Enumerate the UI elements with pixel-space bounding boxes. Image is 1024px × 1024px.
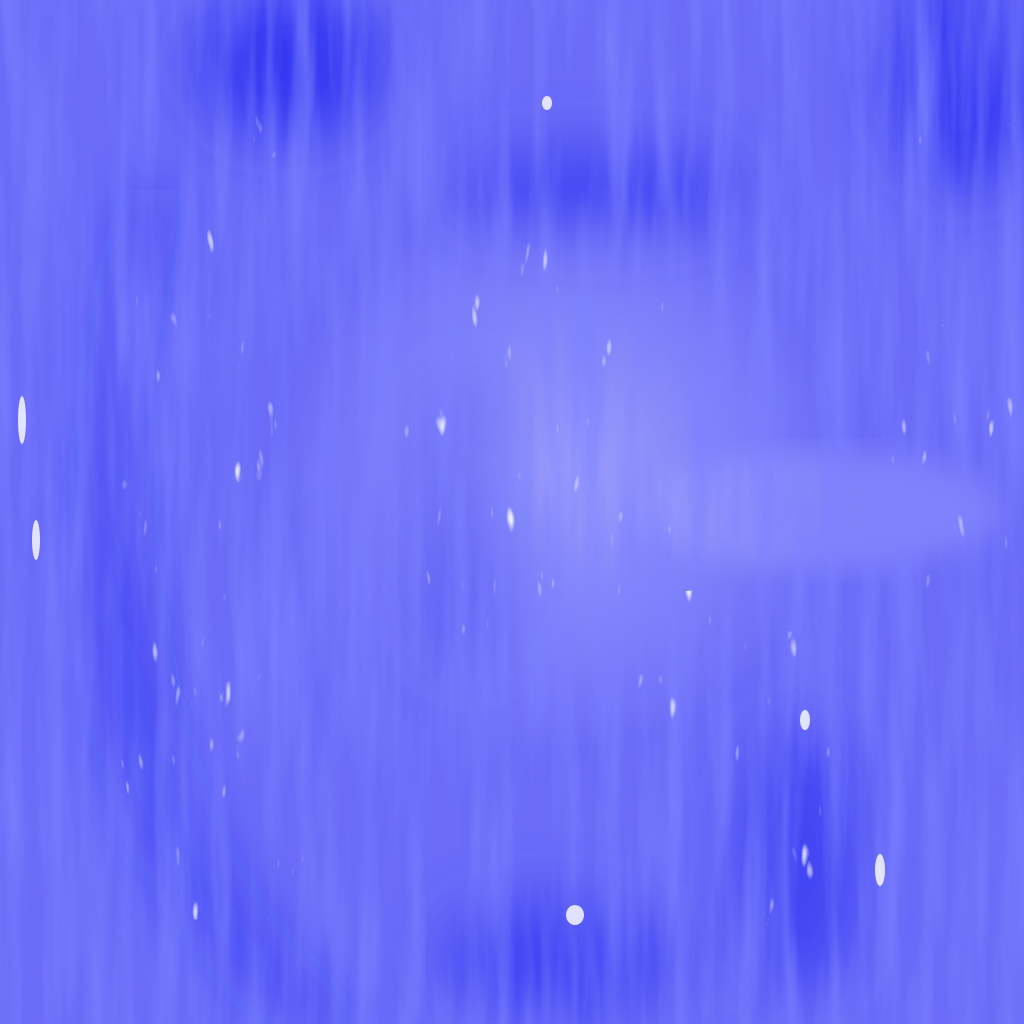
highlight-clusters (10, 10, 1024, 950)
sparkles (18, 96, 885, 925)
